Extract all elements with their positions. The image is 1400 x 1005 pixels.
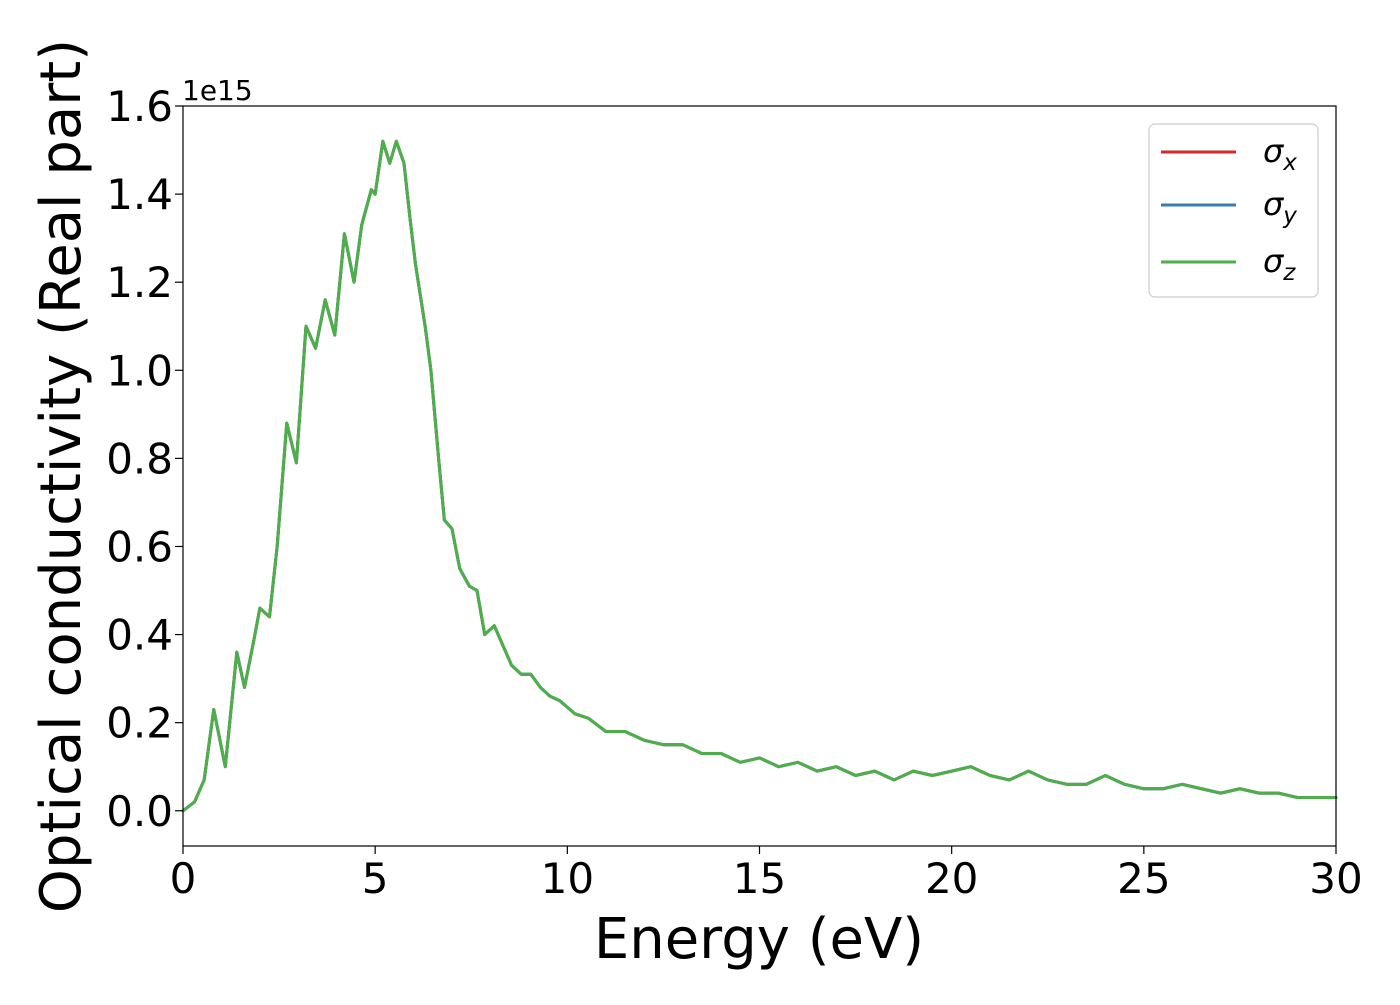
y-tick-label: 0.8 bbox=[106, 434, 173, 483]
y-tick-label: 1.6 bbox=[106, 82, 173, 131]
legend: σx σy σz bbox=[1148, 123, 1319, 298]
x-tick-label: 25 bbox=[1117, 854, 1170, 903]
y-axis-ticks: 0.0 0.2 0.4 0.6 0.8 1.0 1.2 1.4 1.6 bbox=[106, 82, 183, 836]
legend-label-z: σz bbox=[1263, 242, 1296, 286]
x-tick-label: 20 bbox=[925, 854, 978, 903]
y-tick-label: 1.2 bbox=[106, 258, 173, 307]
y-tick-label: 0.0 bbox=[106, 787, 173, 836]
series-layer bbox=[181, 139, 1338, 813]
x-axis-ticks: 0 5 10 15 20 25 30 bbox=[170, 846, 1363, 903]
legend-label-y: σy bbox=[1263, 185, 1297, 229]
x-tick-label: 15 bbox=[733, 854, 786, 903]
y-tick-label: 0.2 bbox=[106, 699, 173, 748]
x-tick-label: 10 bbox=[541, 854, 594, 903]
y-tick-label: 1.0 bbox=[106, 346, 173, 395]
x-tick-label: 0 bbox=[170, 854, 197, 903]
y-tick-label: 0.6 bbox=[106, 522, 173, 571]
series-line-z bbox=[181, 139, 1338, 813]
legend-label-x: σx bbox=[1263, 132, 1297, 176]
legend-box bbox=[1148, 123, 1319, 298]
y-multiplier-label: 1e15 bbox=[182, 74, 253, 107]
y-axis-label: Optical conductivity (Real part) bbox=[29, 39, 94, 913]
x-tick-label: 5 bbox=[362, 854, 389, 903]
y-tick-label: 1.4 bbox=[106, 170, 173, 219]
x-tick-label: 30 bbox=[1309, 854, 1362, 903]
x-axis-label: Energy (eV) bbox=[594, 907, 924, 972]
y-tick-label: 0.4 bbox=[106, 611, 173, 660]
